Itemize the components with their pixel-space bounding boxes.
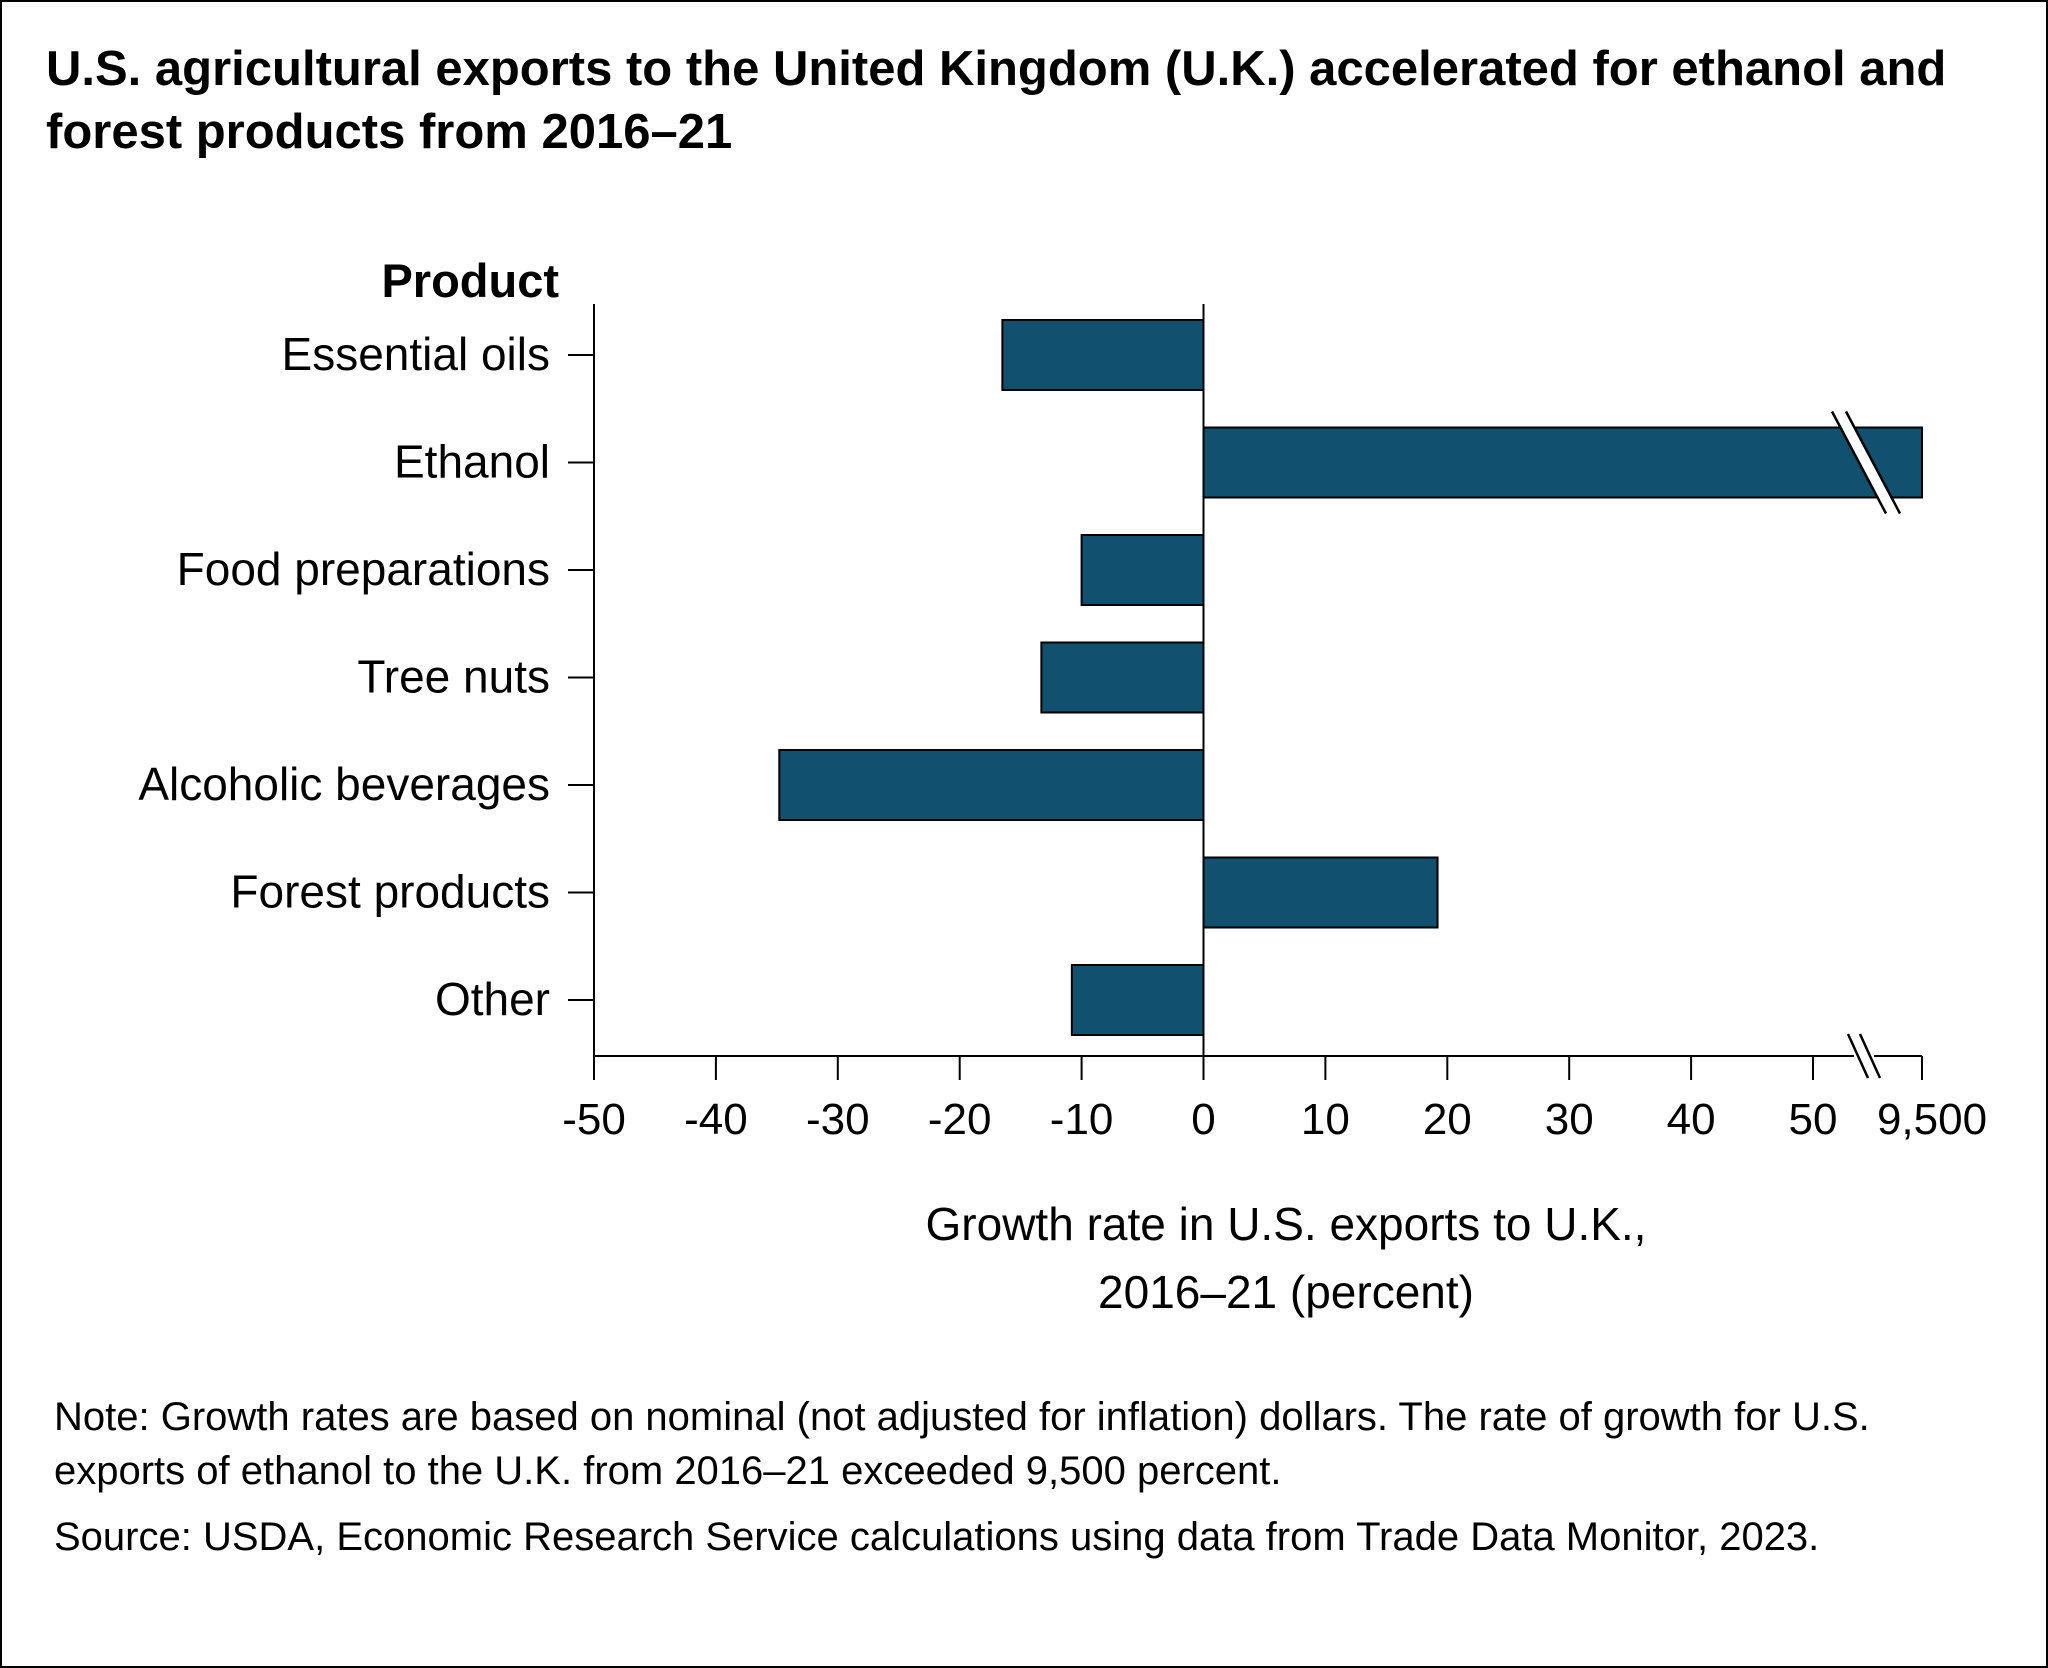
chart-source: Source: USDA, Economic Research Service … — [54, 1515, 1820, 1559]
axis-break-line — [1858, 1033, 1882, 1079]
category-label: Tree nuts — [357, 651, 550, 703]
category-label: Forest products — [230, 866, 550, 918]
x-tick-label: 10 — [1301, 1095, 1350, 1144]
x-tick-label: 0 — [1191, 1095, 1215, 1144]
y-axis-title: Product — [381, 254, 559, 307]
bar-alcoholic-beverages — [778, 749, 1205, 821]
category-label: Alcoholic beverages — [138, 758, 550, 810]
x-tick-label: 50 — [1789, 1095, 1838, 1144]
x-axis-title: Growth rate in U.S. exports to U.K., — [926, 1198, 1647, 1250]
category-label: Other — [435, 973, 550, 1025]
bar-break-line — [1844, 410, 1902, 515]
x-tick-label: 20 — [1423, 1095, 1472, 1144]
bar-other — [1070, 964, 1205, 1036]
axis-break-gap — [1854, 1052, 1874, 1060]
chart-title: U.S. agricultural exports to the United … — [46, 42, 1947, 159]
axis-break-line — [1846, 1033, 1870, 1079]
bar-essential-oils — [1001, 319, 1205, 391]
x-axis-title: 2016–21 (percent) — [1098, 1266, 1474, 1318]
bar-ethanol — [1202, 426, 1923, 499]
x-tick-label: 9,500 — [1877, 1095, 1987, 1144]
x-tick-label: -20 — [928, 1095, 992, 1144]
x-tick-label: -30 — [806, 1095, 870, 1144]
bar-break-gap — [1832, 411, 1900, 514]
category-label: Essential oils — [282, 328, 550, 380]
x-tick-label: -40 — [684, 1095, 748, 1144]
x-tick-label: -10 — [1050, 1095, 1114, 1144]
x-tick-label: -50 — [562, 1095, 626, 1144]
category-label: Ethanol — [394, 436, 550, 488]
bar-food-preparations — [1080, 534, 1205, 606]
bar-forest-products — [1202, 856, 1439, 929]
bar-tree-nuts — [1040, 641, 1205, 714]
bar-break-line — [1830, 410, 1888, 515]
chart-note: Note: Growth rates are based on nominal … — [54, 1395, 1870, 1493]
category-label: Food preparations — [177, 543, 550, 595]
x-tick-label: 40 — [1667, 1095, 1716, 1144]
x-tick-label: 30 — [1545, 1095, 1594, 1144]
